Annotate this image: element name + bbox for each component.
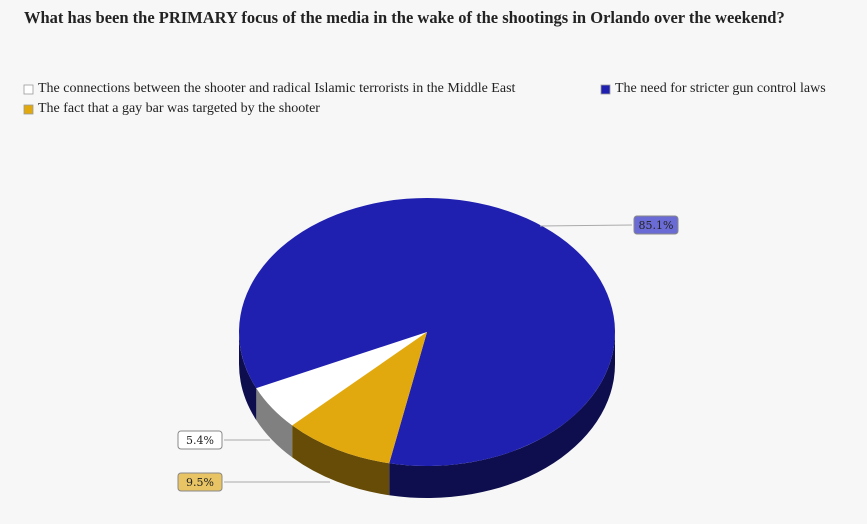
value-label-box [177,472,223,492]
slice-side [239,332,257,421]
slice [256,332,427,426]
legend-swatch [23,84,34,95]
slice [292,332,427,464]
chart-title: What has been the PRIMARY focus of the m… [24,8,785,27]
value-label: 5.4% [186,434,214,447]
legend-label: The connections between the shooter and … [38,81,516,96]
value-label: 85.1% [639,219,674,232]
slice-side [256,388,293,458]
value-label-box [177,430,223,450]
value-label-box [633,215,679,235]
value-label: 9.5% [186,476,214,489]
leader-line [539,224,633,227]
legend-label: The need for stricter gun control laws [615,81,826,96]
slice-side [389,332,615,498]
legend-swatch [23,104,34,115]
legend-label: The fact that a gay bar was targeted by … [38,101,320,116]
slice-side [292,425,390,496]
legend-swatch [600,84,611,95]
